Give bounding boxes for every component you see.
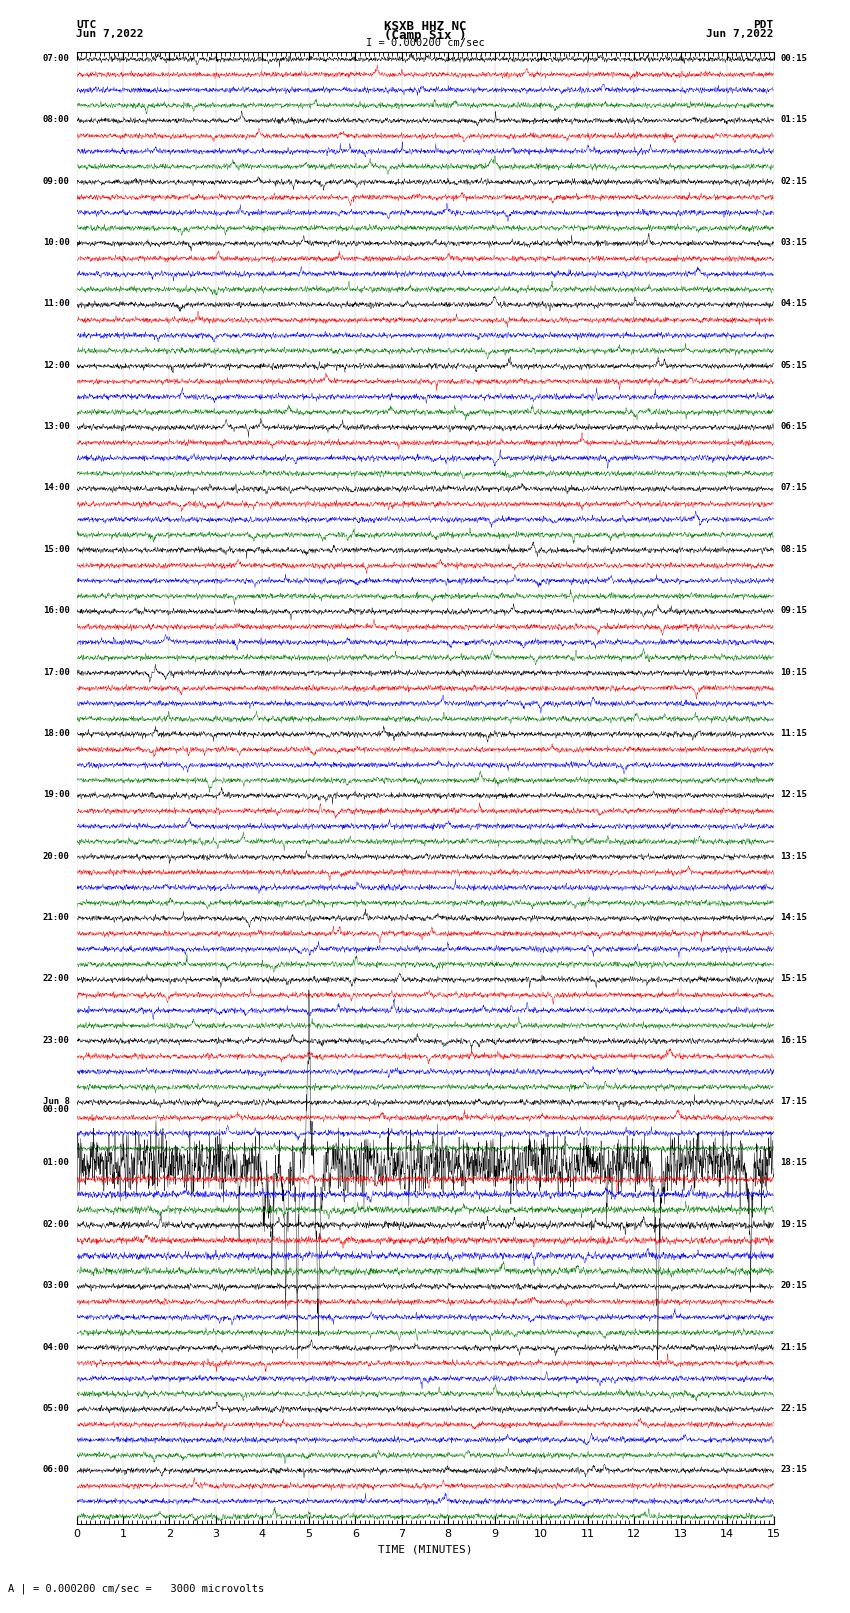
- Text: UTC: UTC: [76, 19, 97, 31]
- Text: (Camp Six ): (Camp Six ): [383, 29, 467, 42]
- Text: 04:15: 04:15: [780, 300, 808, 308]
- Text: 05:15: 05:15: [780, 361, 808, 369]
- Text: 06:15: 06:15: [780, 423, 808, 431]
- Text: 22:15: 22:15: [780, 1403, 808, 1413]
- Text: 14:00: 14:00: [42, 484, 70, 492]
- Text: 23:15: 23:15: [780, 1465, 808, 1474]
- Text: 03:15: 03:15: [780, 239, 808, 247]
- Text: 02:00: 02:00: [42, 1219, 70, 1229]
- Text: 09:15: 09:15: [780, 606, 808, 615]
- Text: Jun 7,2022: Jun 7,2022: [706, 29, 774, 39]
- Text: 07:00: 07:00: [42, 53, 70, 63]
- Text: 12:15: 12:15: [780, 790, 808, 800]
- Text: 10:00: 10:00: [42, 239, 70, 247]
- Text: 05:00: 05:00: [42, 1403, 70, 1413]
- Text: I = 0.000200 cm/sec: I = 0.000200 cm/sec: [366, 37, 484, 48]
- Text: 12:00: 12:00: [42, 361, 70, 369]
- Text: 09:00: 09:00: [42, 177, 70, 185]
- Text: 14:15: 14:15: [780, 913, 808, 923]
- Text: 19:00: 19:00: [42, 790, 70, 800]
- Text: 11:15: 11:15: [780, 729, 808, 737]
- Text: 02:15: 02:15: [780, 177, 808, 185]
- Text: 10:15: 10:15: [780, 668, 808, 676]
- Text: 20:00: 20:00: [42, 852, 70, 861]
- Text: 03:00: 03:00: [42, 1281, 70, 1290]
- Text: PDT: PDT: [753, 19, 774, 31]
- Text: 22:00: 22:00: [42, 974, 70, 984]
- Text: 11:00: 11:00: [42, 300, 70, 308]
- Text: A | = 0.000200 cm/sec =   3000 microvolts: A | = 0.000200 cm/sec = 3000 microvolts: [8, 1582, 264, 1594]
- Text: 23:00: 23:00: [42, 1036, 70, 1045]
- Text: 21:00: 21:00: [42, 913, 70, 923]
- Text: 17:15: 17:15: [780, 1097, 808, 1107]
- X-axis label: TIME (MINUTES): TIME (MINUTES): [377, 1545, 473, 1555]
- Text: 04:00: 04:00: [42, 1342, 70, 1352]
- Text: 01:00: 01:00: [42, 1158, 70, 1168]
- Text: 00:00: 00:00: [42, 1105, 70, 1113]
- Text: 17:00: 17:00: [42, 668, 70, 676]
- Text: 08:00: 08:00: [42, 115, 70, 124]
- Text: 21:15: 21:15: [780, 1342, 808, 1352]
- Text: 19:15: 19:15: [780, 1219, 808, 1229]
- Text: 18:15: 18:15: [780, 1158, 808, 1168]
- Text: 15:15: 15:15: [780, 974, 808, 984]
- Text: 18:00: 18:00: [42, 729, 70, 737]
- Text: 08:15: 08:15: [780, 545, 808, 553]
- Text: Jun 8: Jun 8: [42, 1097, 70, 1107]
- Text: 16:00: 16:00: [42, 606, 70, 615]
- Text: 13:00: 13:00: [42, 423, 70, 431]
- Text: 20:15: 20:15: [780, 1281, 808, 1290]
- Text: KSXB HHZ NC: KSXB HHZ NC: [383, 19, 467, 34]
- Text: 00:15: 00:15: [780, 53, 808, 63]
- Text: 07:15: 07:15: [780, 484, 808, 492]
- Text: 06:00: 06:00: [42, 1465, 70, 1474]
- Text: 01:15: 01:15: [780, 115, 808, 124]
- Text: Jun 7,2022: Jun 7,2022: [76, 29, 144, 39]
- Text: 16:15: 16:15: [780, 1036, 808, 1045]
- Text: 15:00: 15:00: [42, 545, 70, 553]
- Text: 13:15: 13:15: [780, 852, 808, 861]
